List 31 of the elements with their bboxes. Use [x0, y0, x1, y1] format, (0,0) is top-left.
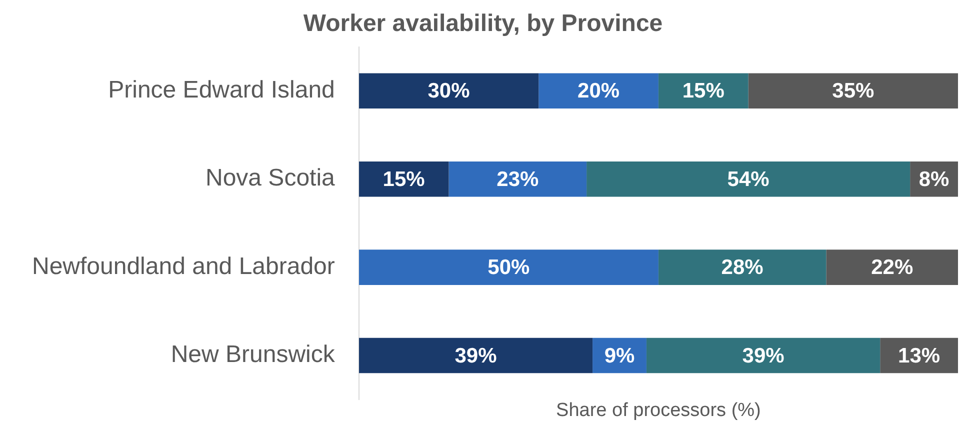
bar: [658, 250, 826, 285]
data-label: 13%: [898, 344, 940, 368]
data-label: 22%: [871, 256, 914, 280]
data-label: 39%: [742, 344, 785, 368]
bar: [748, 73, 958, 109]
bar: [586, 161, 910, 197]
bar: [538, 73, 658, 109]
y-tick-label: New Brunswick: [170, 341, 336, 368]
data-label: 28%: [721, 256, 764, 280]
bar: [646, 338, 880, 374]
bar: [358, 73, 539, 109]
y-tick-label: Newfoundland and Labrador: [32, 252, 335, 280]
bar: [826, 250, 958, 285]
data-label: 20%: [578, 80, 620, 103]
data-label: 30%: [428, 80, 470, 103]
bar: [448, 161, 587, 197]
data-label: 23%: [496, 168, 539, 191]
chart-title: Worker availability, by Province: [303, 10, 663, 38]
data-label: 54%: [727, 168, 770, 191]
x-axis-title: Share of processors (%): [556, 400, 761, 422]
data-label: 15%: [682, 80, 725, 103]
data-label: 50%: [488, 256, 530, 280]
bar: [358, 338, 593, 374]
data-label: 35%: [832, 80, 874, 103]
data-label: 9%: [604, 344, 636, 368]
data-label: 8%: [918, 168, 950, 191]
data-label: 15%: [382, 168, 426, 191]
bar: [358, 250, 658, 285]
y-tick-label: Prince Edward Island: [108, 76, 335, 104]
y-tick-label: Nova Scotia: [205, 164, 336, 192]
data-label: 39%: [454, 344, 498, 368]
